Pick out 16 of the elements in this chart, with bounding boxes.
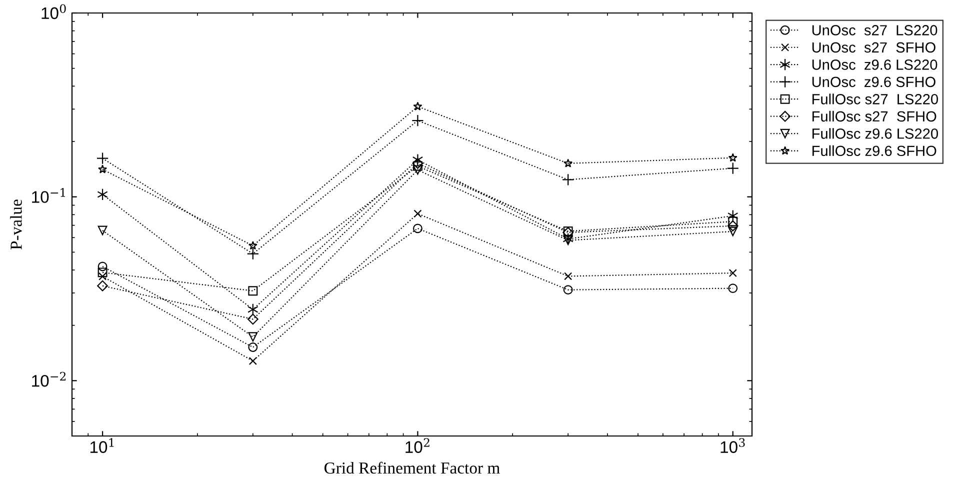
y-axis-title: P-value	[10, 200, 22, 250]
legend-label: FullOsc z9.6 LS220	[812, 128, 938, 139]
x-tick-label: 10$^{2}$	[406, 438, 430, 453]
legend-label: FullOsc s27 SFHO	[812, 110, 936, 122]
x-axis-title: Grid Refinement Factor m	[324, 462, 500, 474]
y-tick-label: 10$^{−1}$	[32, 188, 66, 203]
legend-label: FullOsc s27 LS220	[812, 94, 938, 104]
x-tick-label: 10$^{3}$	[720, 438, 745, 453]
legend-label: UnOsc s27 SFHO	[812, 42, 936, 53]
legend-label: UnOsc z9.6 SFHO	[812, 76, 936, 88]
x-tick-label: 10$^{1}$	[90, 438, 114, 453]
y-tick-label: 10$^{0}$	[42, 4, 66, 20]
y-tick-label: 10$^{−2}$	[32, 372, 66, 387]
legend-label: UnOsc z9.6 LS220	[812, 60, 938, 70]
legend-label: FullOsc z9.6 SFHO	[812, 145, 936, 156]
legend-label: UnOsc s27 LS220	[812, 25, 938, 36]
